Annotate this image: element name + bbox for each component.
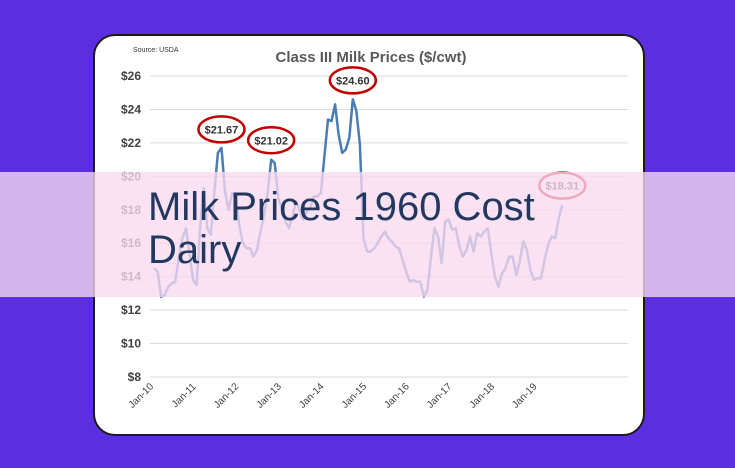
x-tick-label: Jan-12 bbox=[212, 381, 242, 411]
annotation-label: $21.02 bbox=[254, 135, 288, 147]
x-tick-label: Jan-11 bbox=[170, 381, 199, 410]
y-tick-label: $10 bbox=[121, 337, 141, 351]
x-tick-label: Jan-13 bbox=[255, 381, 285, 411]
y-tick-label: $24 bbox=[121, 102, 141, 116]
x-tick-label: Jan-19 bbox=[510, 381, 540, 411]
annotation-label: $24.60 bbox=[336, 75, 370, 87]
headline-text: Milk Prices 1960 Cost Dairy bbox=[148, 185, 535, 272]
chart-title: Class III Milk Prices ($/cwt) bbox=[276, 49, 467, 66]
annotation-label: $21.67 bbox=[205, 124, 239, 136]
headline-band bbox=[0, 172, 735, 297]
x-tick-label: Jan-18 bbox=[468, 381, 498, 411]
y-tick-label: $26 bbox=[121, 69, 141, 83]
y-tick-label: $12 bbox=[121, 303, 141, 317]
y-tick-label: $22 bbox=[121, 136, 141, 150]
x-tick-label: Jan-16 bbox=[382, 381, 412, 411]
x-tick-label: Jan-15 bbox=[340, 381, 370, 411]
chart-source: Source: USDA bbox=[133, 47, 179, 54]
annotation-ring bbox=[246, 126, 296, 155]
x-axis-ticks: Jan-10 Jan-11 Jan-12 Jan-13 Jan-14 Jan-15 Jan-… bbox=[127, 381, 540, 411]
y-tick-label: $8 bbox=[128, 370, 142, 384]
annotation-ring bbox=[197, 115, 246, 144]
x-tick-label: Jan-14 bbox=[297, 381, 327, 411]
annotation-ring bbox=[328, 66, 378, 95]
x-tick-label: Jan-17 bbox=[425, 381, 455, 411]
x-tick-label: Jan-10 bbox=[127, 381, 157, 411]
